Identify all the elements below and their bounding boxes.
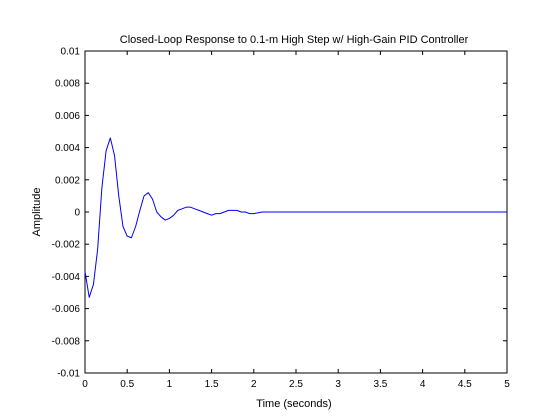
x-tick-label: 1 xyxy=(167,379,173,390)
y-tick-label: 0 xyxy=(74,208,80,219)
y-tick-label: 0.008 xyxy=(55,79,80,90)
x-tick-label: 0.5 xyxy=(120,379,134,390)
series-line xyxy=(84,137,507,298)
x-tick-label: 2.5 xyxy=(289,379,303,390)
y-axis-label: Amplitude xyxy=(31,188,43,237)
axis-ticks xyxy=(84,50,508,374)
chart-title: Closed-Loop Response to 0.1-m High Step … xyxy=(120,34,469,46)
x-tick-label: 3.5 xyxy=(373,379,387,390)
x-tick-label: 0 xyxy=(82,379,88,390)
x-axis-tick-labels: 0 0.5 1 1.5 2 2.5 3 3.5 4 4.5 5 xyxy=(82,379,510,390)
x-tick-label: 3 xyxy=(335,379,341,390)
x-tick-label: 1.5 xyxy=(205,379,219,390)
x-axis-label: Time (seconds) xyxy=(256,398,331,410)
x-tick-label: 5 xyxy=(504,379,510,390)
y-axis-tick-labels: 0.01 0.008 0.006 0.004 0.002 0 -0.002 -0.004 -0.… xyxy=(52,47,81,380)
y-tick-label: 0.006 xyxy=(55,111,80,122)
y-tick-label: -0.01 xyxy=(57,369,80,380)
y-tick-label: 0.004 xyxy=(55,143,80,154)
y-tick-label: 0.002 xyxy=(55,175,80,186)
x-tick-label: 4.5 xyxy=(458,379,472,390)
series-group xyxy=(84,137,507,298)
x-tick-label: 2 xyxy=(251,379,257,390)
y-tick-label: -0.008 xyxy=(52,336,81,347)
y-tick-label: -0.002 xyxy=(52,240,81,251)
y-tick-label: 0.01 xyxy=(61,47,81,58)
y-tick-label: -0.004 xyxy=(52,272,81,283)
y-tick-label: -0.006 xyxy=(52,304,81,315)
x-tick-label: 4 xyxy=(420,379,426,390)
